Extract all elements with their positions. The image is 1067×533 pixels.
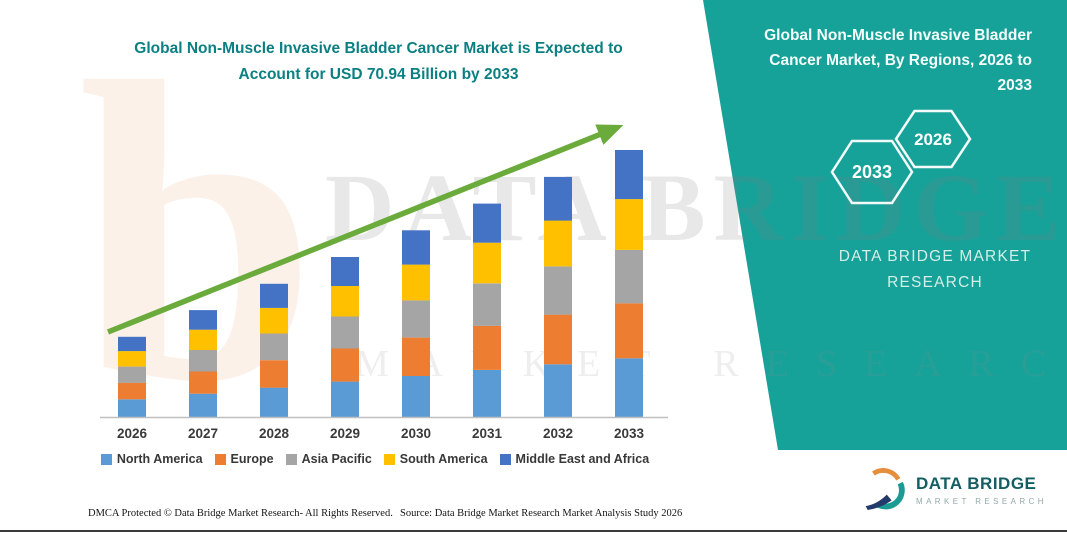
bar-segment-europe-2028 [260, 360, 288, 388]
bar-segment-middle-east-and-africa-2029 [331, 257, 359, 286]
bar-segment-south-america-2026 [118, 351, 146, 367]
bar-segment-middle-east-and-africa-2030 [402, 230, 430, 265]
bar-segment-north-america-2030 [402, 376, 430, 417]
bar-segment-asia-pacific-2030 [402, 300, 430, 338]
dbmr-logo-text: DATA BRIDGE MARKET RESEARCH [916, 474, 1047, 506]
x-axis-labels: 2026 2027 2028 2029 2030 2031 2032 2033 [117, 426, 645, 441]
bar-segment-north-america-2027 [189, 393, 217, 417]
legend-label-europe: Europe [230, 452, 274, 466]
dbmr-logo-subtitle: MARKET RESEARCH [916, 496, 1047, 506]
right-panel-title: Global Non-Muscle Invasive Bladder Cance… [764, 27, 1032, 94]
dbmr-logo: DATA BRIDGE MARKET RESEARCH [860, 464, 1047, 515]
stacked-bar-chart: 2026 2027 2028 2029 2030 2031 2032 2033 [100, 124, 668, 441]
x-tick-2032: 2032 [543, 426, 573, 441]
footer-dmca-text: DMCA Protected © Data Bridge Market Rese… [88, 508, 393, 519]
bars-group [118, 150, 643, 417]
bar-segment-europe-2027 [189, 371, 217, 394]
legend-swatch-europe [214, 453, 226, 465]
x-tick-2026: 2026 [117, 426, 148, 441]
legend-swatch-middle-east-and-africa [499, 453, 511, 465]
bar-segment-south-america-2029 [331, 286, 359, 317]
bar-segment-asia-pacific-2028 [260, 333, 288, 361]
bar-segment-europe-2033 [615, 303, 643, 359]
bar-segment-south-america-2033 [615, 199, 643, 250]
hexagon-year-badges: 2033 2026 [830, 109, 972, 205]
bar-segment-europe-2030 [402, 337, 430, 376]
bar-segment-asia-pacific-2029 [331, 316, 359, 349]
bar-segment-middle-east-and-africa-2027 [189, 310, 217, 330]
bar-segment-asia-pacific-2033 [615, 249, 643, 304]
hexagon-2026-outline [894, 109, 972, 169]
footer-source-text: Source: Data Bridge Market Research Mark… [400, 508, 683, 519]
chart-title: Global Non-Muscle Invasive Bladder Cance… [134, 40, 623, 83]
bar-segment-middle-east-and-africa-2032 [544, 176, 572, 221]
bar-segment-europe-2029 [331, 348, 359, 382]
dbmr-logo-icon [860, 464, 906, 515]
legend-label-south-america: South America [399, 452, 488, 466]
bar-segment-europe-2031 [473, 325, 501, 370]
x-tick-2027: 2027 [188, 426, 218, 441]
x-tick-2030: 2030 [401, 426, 431, 441]
bar-segment-south-america-2030 [402, 264, 430, 301]
dbmr-logo-name: DATA BRIDGE [916, 473, 1037, 493]
bar-segment-north-america-2033 [615, 358, 643, 417]
bottom-rule [0, 530, 1067, 532]
legend-swatch-north-america [100, 453, 112, 465]
legend-item-north-america: North America [100, 452, 203, 466]
hexagon-2026-label: 2026 [914, 130, 952, 149]
trend-arrow [106, 124, 624, 335]
bar-segment-north-america-2028 [260, 387, 288, 417]
hexagon-2033-label: 2033 [852, 162, 892, 182]
bar-segment-north-america-2029 [331, 381, 359, 417]
legend-swatch-south-america [383, 453, 395, 465]
bar-segment-europe-2026 [118, 382, 146, 400]
x-tick-2029: 2029 [330, 426, 360, 441]
chart-legend: North America Europe Asia Pacific South Ame… [75, 452, 675, 466]
bar-segment-europe-2032 [544, 314, 572, 365]
bar-segment-south-america-2031 [473, 242, 501, 284]
legend-label-asia-pacific: Asia Pacific [301, 452, 372, 466]
legend-item-europe: Europe [214, 452, 274, 466]
hexagon-2033-outline [830, 139, 914, 205]
bar-segment-asia-pacific-2032 [544, 266, 572, 315]
bar-segment-north-america-2031 [473, 370, 501, 417]
bar-segment-asia-pacific-2027 [189, 350, 217, 372]
bar-segment-south-america-2028 [260, 307, 288, 334]
x-tick-2033: 2033 [614, 426, 645, 441]
bar-segment-middle-east-and-africa-2033 [615, 150, 643, 200]
legend-swatch-asia-pacific [285, 453, 297, 465]
legend-item-south-america: South America [383, 452, 488, 466]
legend-item-middle-east-and-africa: Middle East and Africa [499, 452, 650, 466]
bar-segment-middle-east-and-africa-2026 [118, 336, 146, 352]
bar-segment-south-america-2027 [189, 329, 217, 350]
x-tick-2028: 2028 [259, 426, 290, 441]
right-panel-brand-text: DATA BRIDGE MARKET RESEARCH [838, 248, 1032, 292]
legend-item-asia-pacific: Asia Pacific [285, 452, 372, 466]
bar-segment-asia-pacific-2026 [118, 366, 146, 383]
bar-segment-north-america-2026 [118, 399, 146, 417]
bar-segment-middle-east-and-africa-2031 [473, 203, 501, 243]
bar-segment-middle-east-and-africa-2028 [260, 283, 288, 308]
x-tick-2031: 2031 [472, 426, 503, 441]
legend-label-north-america: North America [116, 452, 203, 466]
bar-segment-north-america-2032 [544, 364, 572, 417]
bar-segment-south-america-2032 [544, 220, 572, 267]
bar-segment-asia-pacific-2031 [473, 283, 501, 326]
legend-label-middle-east-and-africa: Middle East and Africa [515, 452, 650, 466]
